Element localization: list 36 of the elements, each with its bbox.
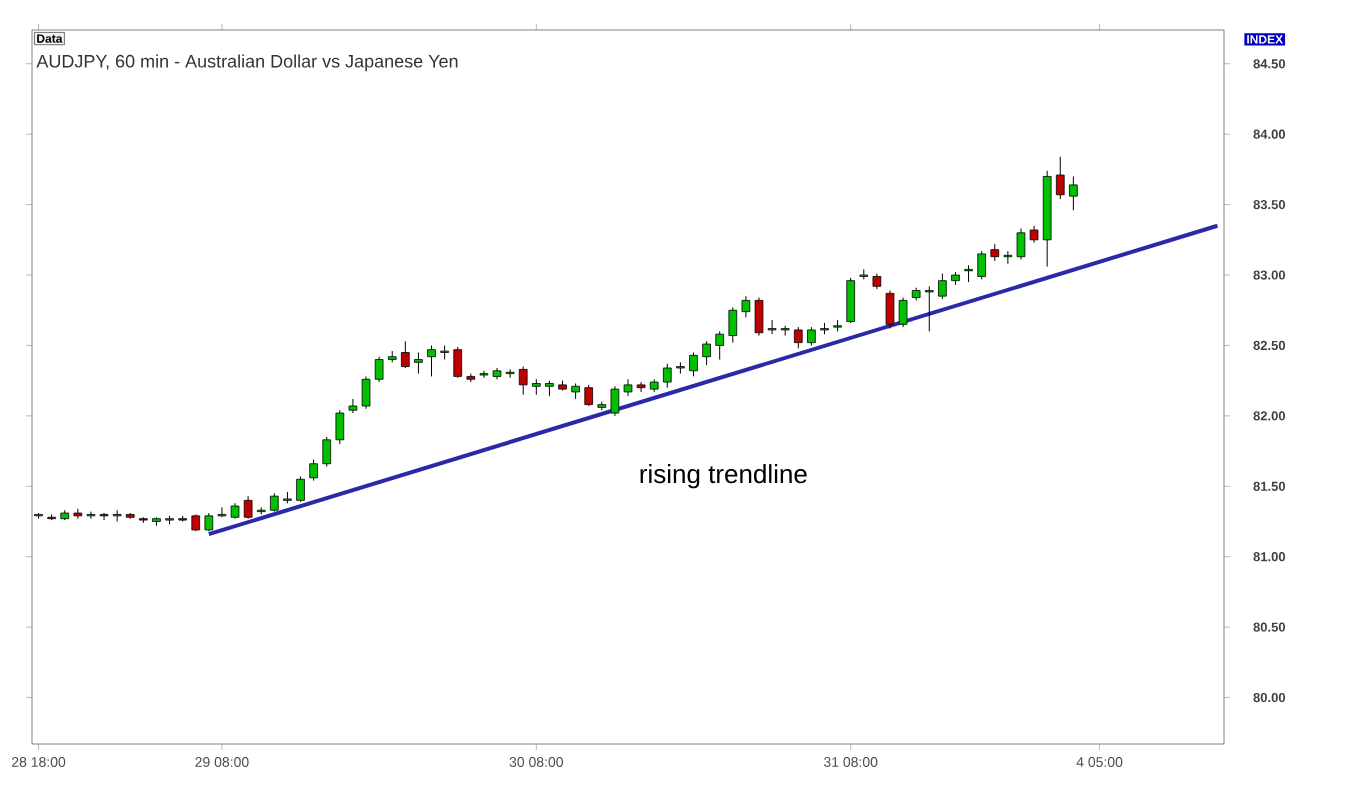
candlestick	[924, 285, 934, 332]
candlestick	[793, 326, 803, 349]
candlestick	[715, 330, 725, 361]
candlestick	[296, 475, 305, 503]
candlestick	[767, 319, 777, 335]
candlestick	[1003, 250, 1013, 265]
text: AUDJPY, 60 min - Australian Dollar vs Japanese Yen	[36, 54, 458, 72]
candlestick	[610, 385, 620, 417]
candlestick	[518, 366, 528, 396]
candlestick	[977, 250, 986, 280]
candlestick	[270, 492, 279, 513]
candlestick	[662, 363, 672, 389]
candlestick	[414, 351, 423, 375]
candlestick	[636, 381, 646, 393]
candlestick	[702, 340, 711, 366]
candlestick	[309, 459, 318, 482]
candlestick	[400, 340, 410, 369]
candlestick	[243, 495, 253, 520]
candlestick	[322, 436, 332, 468]
candlestick	[1055, 156, 1065, 200]
candlestick	[584, 384, 594, 407]
candlestick	[807, 326, 816, 346]
candlestick	[846, 277, 856, 324]
candlestick	[1069, 175, 1078, 211]
candlestick	[728, 306, 738, 344]
candlestick	[938, 273, 947, 300]
candlestick	[623, 378, 633, 397]
candlestick	[112, 509, 122, 522]
candlestick	[427, 344, 436, 377]
candlestick	[754, 297, 764, 337]
candlestick	[689, 351, 698, 377]
candlestick	[374, 356, 384, 383]
candlestick	[741, 295, 751, 318]
candlestick	[453, 346, 463, 379]
candlestick	[335, 409, 345, 445]
annotation: rising trendline	[640, 464, 807, 489]
